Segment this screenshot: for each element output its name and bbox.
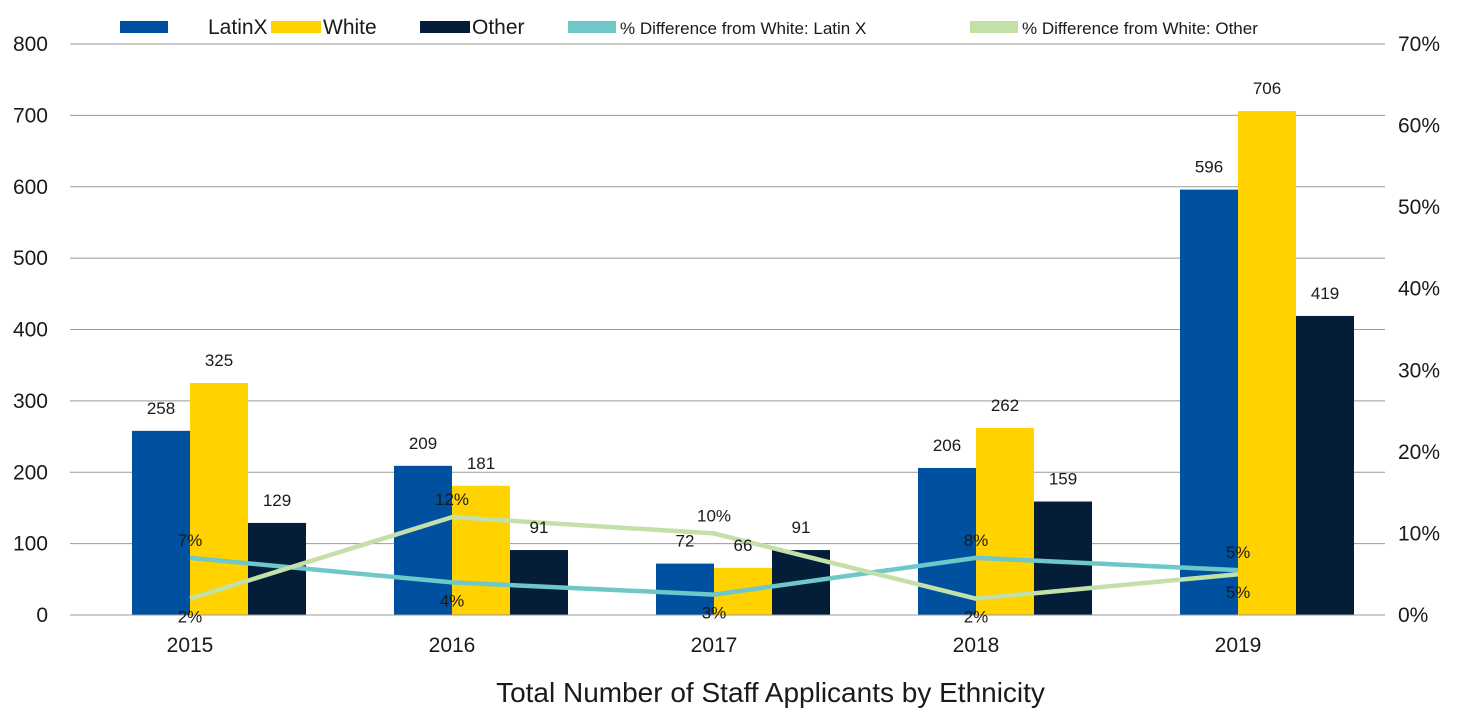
bar: [452, 485, 510, 615]
x-tick-label: 2016: [429, 634, 476, 657]
y2-tick-label: 10%: [1398, 522, 1440, 545]
y2-tick-label: 20%: [1398, 441, 1440, 464]
line-value-label: 2%: [178, 608, 203, 627]
y2-tick-label: 0%: [1398, 604, 1428, 627]
line-value-label: 5%: [1226, 583, 1251, 602]
bar: [1034, 501, 1092, 615]
bar: [1180, 189, 1238, 616]
y2-tick-label: 30%: [1398, 359, 1440, 382]
y2-tick-label: 50%: [1398, 196, 1440, 219]
lines: [189, 514, 1239, 601]
bar-value-label: 159: [1049, 470, 1077, 489]
line-value-label: 7%: [178, 531, 203, 550]
bar: [132, 430, 190, 615]
bar: [190, 383, 248, 615]
bar-value-label: 209: [409, 434, 437, 453]
bar-value-label: 325: [205, 351, 233, 370]
y-tick-label: 100: [13, 533, 48, 556]
legend-label: % Difference from White: Other: [1022, 19, 1258, 38]
legend-swatch: [568, 21, 616, 33]
line-value-label: 2%: [964, 608, 989, 627]
y-tick-label: 800: [13, 33, 48, 56]
bars: [132, 111, 1354, 616]
y-tick-label: 500: [13, 247, 48, 270]
bar-value-label: 419: [1311, 284, 1339, 303]
bar-value-label: 129: [263, 491, 291, 510]
bar: [976, 427, 1034, 615]
line-value-label: 12%: [435, 490, 469, 509]
legend: LatinX White Other % Difference from White:…: [120, 16, 1258, 39]
series-line: [189, 514, 1239, 601]
x-axis: 2015 2016 2017 2018 2019: [167, 634, 1262, 657]
y-tick-label: 0: [36, 604, 48, 627]
gridlines: [70, 43, 1385, 545]
line-value-label: 10%: [697, 506, 731, 525]
legend-label: LatinX: [208, 16, 268, 39]
legend-swatch: [420, 21, 470, 33]
series-line: [189, 555, 1239, 597]
line-value-label: 5%: [1226, 543, 1251, 562]
bar-value-label: 72: [676, 532, 695, 551]
legend-label: White: [323, 16, 377, 39]
y-tick-label: 700: [13, 104, 48, 127]
x-axis-title: Total Number of Staff Applicants by Ethn…: [496, 677, 1045, 708]
x-tick-label: 2017: [691, 634, 738, 657]
y2-tick-label: 40%: [1398, 278, 1440, 301]
line-value-label: 3%: [702, 604, 727, 623]
bar-value-label: 66: [734, 536, 753, 555]
y-tick-label: 200: [13, 461, 48, 484]
line-value-label: 8%: [964, 531, 989, 550]
bar-value-label: 91: [792, 518, 811, 537]
legend-swatch: [120, 21, 168, 33]
bar: [656, 563, 714, 615]
x-tick-label: 2015: [167, 634, 214, 657]
bar-value-label: 91: [530, 518, 549, 537]
bar-value-label: 206: [933, 436, 961, 455]
y-axis-left: 0 100 200 300 400 500 600 700 800: [13, 33, 48, 627]
legend-label: Other: [472, 16, 525, 39]
y-tick-label: 400: [13, 319, 48, 342]
bar: [1238, 111, 1296, 615]
bar: [510, 550, 568, 615]
legend-label: % Difference from White: Latin X: [620, 19, 866, 38]
bar-value-label: 181: [467, 454, 495, 473]
x-tick-label: 2019: [1215, 634, 1262, 657]
y-axis-right: 0% 10% 20% 30% 40% 50% 60% 70%: [1398, 33, 1440, 627]
bar-value-label: 258: [147, 399, 175, 418]
y2-tick-label: 60%: [1398, 115, 1440, 138]
bar-value-label: 262: [991, 396, 1019, 415]
line-labels: 7% 4% 3% 8% 5% 2% 12% 10% 2% 5%: [178, 490, 1251, 627]
bar-value-label: 596: [1195, 158, 1223, 177]
legend-swatch: [271, 21, 321, 33]
bar-value-label: 706: [1253, 79, 1281, 98]
bar-labels: 258 209 72 206 596 325 181 66 262 706 129 91 91 159 41…: [147, 79, 1339, 555]
bar: [394, 465, 452, 615]
bar: [1296, 315, 1354, 615]
y-tick-label: 300: [13, 390, 48, 413]
y2-tick-label: 70%: [1398, 33, 1440, 56]
y-tick-label: 600: [13, 176, 48, 199]
legend-swatch: [970, 21, 1018, 33]
line-value-label: 4%: [440, 591, 465, 610]
x-tick-label: 2018: [953, 634, 1000, 657]
